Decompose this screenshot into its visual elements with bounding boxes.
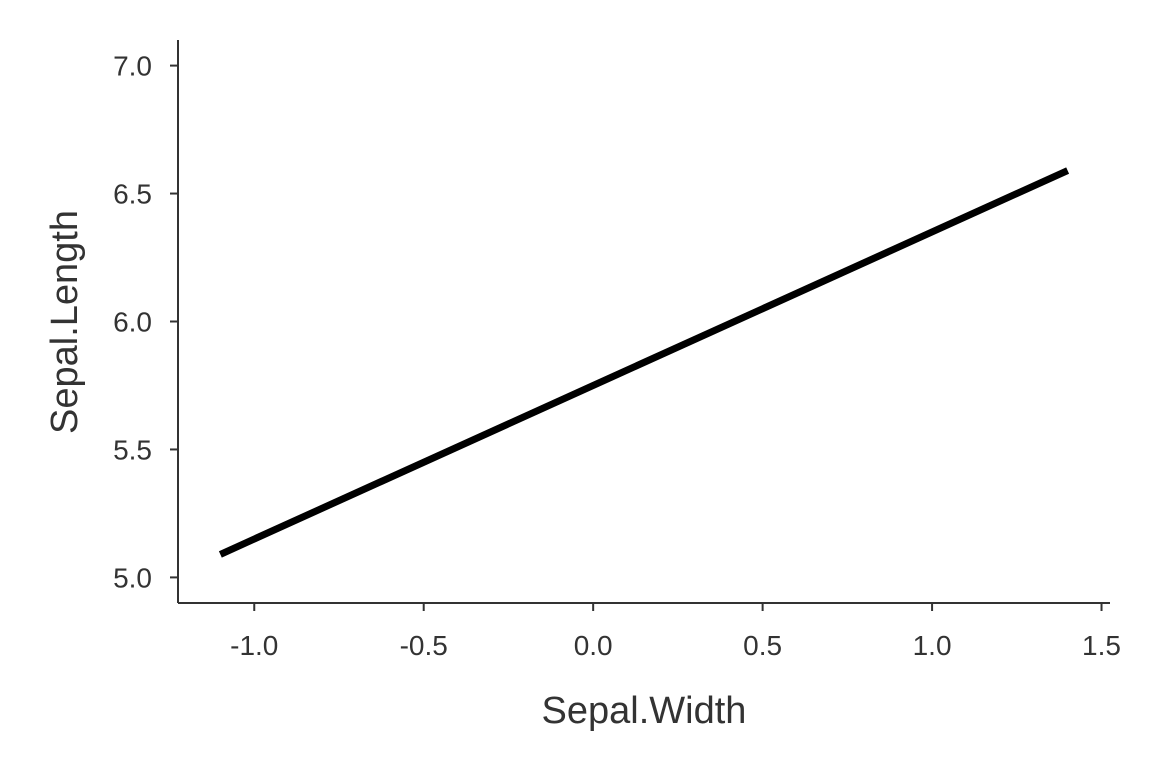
x-axis-title: Sepal.Width: [542, 690, 747, 732]
series-line-1: [218, 167, 1070, 558]
x-axis: -1.0 -0.5 0.0 0.5 1.0 1.5: [178, 602, 1121, 661]
x-tick-label: 1.5: [1082, 630, 1121, 661]
y-tick-label: 6.0: [113, 307, 152, 338]
y-axis-title: Sepal.Length: [44, 210, 86, 434]
x-tick-label: 1.0: [913, 630, 952, 661]
plot-area: [218, 167, 1070, 558]
y-tick-label: 6.5: [113, 179, 152, 210]
x-tick-label: -1.0: [230, 630, 278, 661]
y-tick-label: 5.5: [113, 434, 152, 465]
x-tick-label: 0.5: [743, 630, 782, 661]
y-axis: 5.0 5.5 6.0 6.5 7.0: [113, 40, 179, 603]
x-tick-label: 0.0: [574, 630, 613, 661]
y-tick-label: 5.0: [113, 562, 152, 593]
x-tick-label: -0.5: [400, 630, 448, 661]
y-tick-label: 7.0: [113, 51, 152, 82]
